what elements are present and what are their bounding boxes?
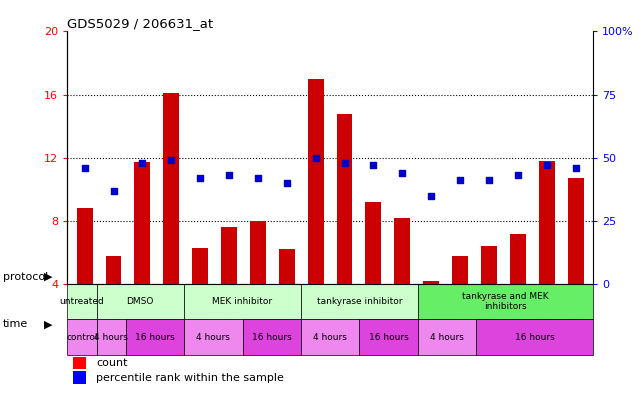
Bar: [452, 256, 468, 284]
Text: 16 hours: 16 hours: [369, 332, 408, 342]
Bar: [97, 284, 184, 320]
Point: [397, 170, 408, 176]
Point: [281, 180, 292, 186]
Bar: [97, 320, 126, 355]
Text: time: time: [3, 319, 28, 329]
Point: [570, 165, 581, 171]
Bar: [360, 320, 418, 355]
Bar: [365, 202, 381, 284]
Text: control: control: [66, 332, 97, 342]
Text: DMSO: DMSO: [127, 297, 154, 306]
Point: [484, 177, 494, 184]
Text: ▶: ▶: [44, 319, 52, 329]
Text: protocol: protocol: [3, 272, 49, 282]
Bar: [77, 208, 92, 284]
Point: [426, 193, 437, 199]
Point: [513, 172, 523, 178]
Text: GDS5029 / 206631_at: GDS5029 / 206631_at: [67, 17, 213, 30]
Bar: [221, 227, 237, 284]
Point: [79, 165, 90, 171]
Text: 4 hours: 4 hours: [94, 332, 128, 342]
Bar: [72, 371, 86, 384]
Bar: [250, 221, 266, 284]
Bar: [67, 284, 97, 320]
Text: count: count: [96, 358, 128, 368]
Point: [137, 160, 147, 166]
Point: [253, 175, 263, 181]
Text: tankyrase inhibitor: tankyrase inhibitor: [317, 297, 402, 306]
Bar: [106, 256, 121, 284]
Bar: [481, 246, 497, 284]
Bar: [510, 233, 526, 284]
Text: MEK inhibitor: MEK inhibitor: [212, 297, 272, 306]
Bar: [192, 248, 208, 284]
Text: 4 hours: 4 hours: [313, 332, 347, 342]
Point: [542, 162, 552, 169]
Point: [340, 160, 350, 166]
Bar: [394, 218, 410, 284]
Bar: [242, 320, 301, 355]
Bar: [476, 320, 593, 355]
Bar: [418, 320, 476, 355]
Text: 16 hours: 16 hours: [135, 332, 175, 342]
Text: percentile rank within the sample: percentile rank within the sample: [96, 373, 284, 382]
Text: tankyrase and MEK
inhibitors: tankyrase and MEK inhibitors: [462, 292, 549, 312]
Bar: [568, 178, 583, 284]
Bar: [418, 284, 593, 320]
Bar: [184, 320, 242, 355]
Text: 16 hours: 16 hours: [252, 332, 292, 342]
Point: [166, 157, 176, 163]
Bar: [126, 320, 184, 355]
Text: 16 hours: 16 hours: [515, 332, 554, 342]
Bar: [301, 320, 360, 355]
Bar: [135, 162, 151, 284]
Text: 4 hours: 4 hours: [430, 332, 464, 342]
Bar: [279, 249, 295, 284]
Bar: [67, 320, 97, 355]
Bar: [184, 284, 301, 320]
Text: untreated: untreated: [60, 297, 104, 306]
Point: [108, 187, 119, 194]
Point: [455, 177, 465, 184]
Bar: [301, 284, 418, 320]
Text: 4 hours: 4 hours: [196, 332, 230, 342]
Bar: [423, 281, 439, 284]
Point: [195, 175, 205, 181]
Bar: [539, 161, 554, 284]
Text: ▶: ▶: [44, 272, 52, 282]
Bar: [337, 114, 353, 284]
Point: [369, 162, 379, 169]
Point: [310, 154, 320, 161]
Bar: [72, 357, 86, 369]
Bar: [163, 93, 179, 284]
Bar: [308, 79, 324, 284]
Point: [224, 172, 234, 178]
